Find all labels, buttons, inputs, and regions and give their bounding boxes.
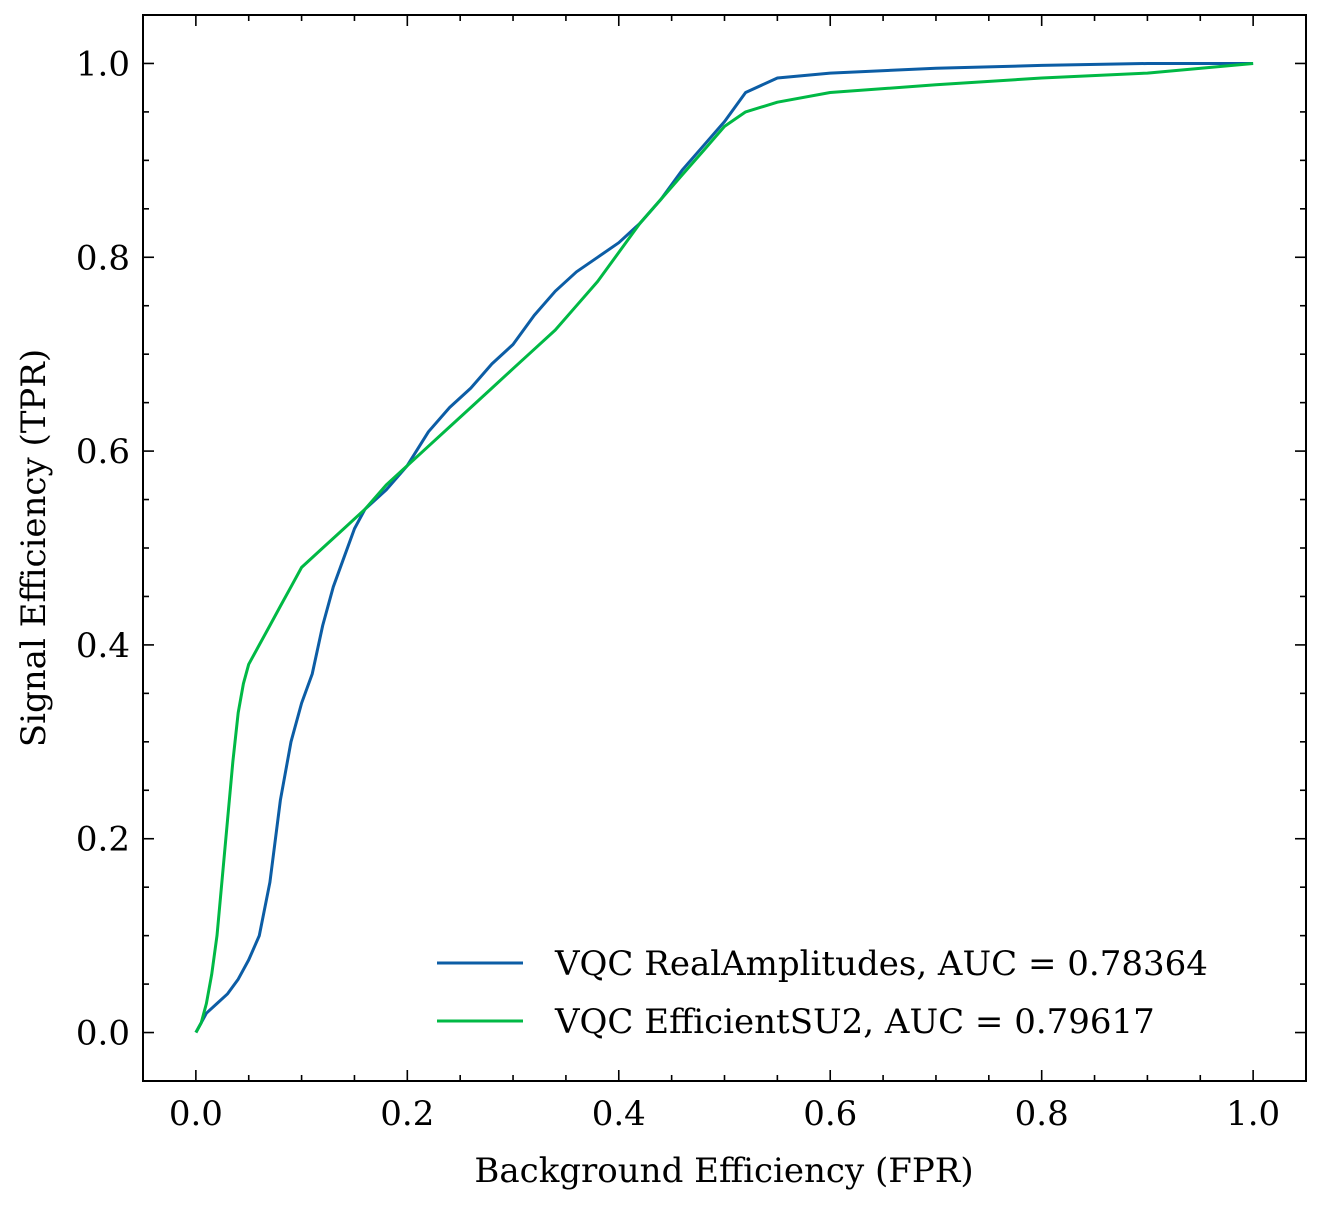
series-layer (194, 62, 1254, 1034)
legend-label-1: VQC RealAmplitudes, AUC = 0.78364 (554, 944, 1208, 984)
y-tick-label: 0.8 (76, 238, 130, 278)
x-tick-label: 0.0 (169, 1094, 223, 1134)
x-tick-label: 0.6 (803, 1094, 857, 1134)
y-tick-label: 0.0 (76, 1014, 130, 1054)
tick-labels: 0.0 0.2 0.4 0.6 0.8 1.0 0.0 0.2 0.4 0.6 0.8 1.0 (76, 44, 1280, 1134)
x-tick-label: 0.2 (380, 1094, 434, 1134)
series-line-1 (194, 62, 1254, 1034)
y-tick-label: 0.6 (76, 432, 130, 472)
legend-label-2: VQC EfficientSU2, AUC = 0.79617 (554, 1002, 1155, 1042)
legend: VQC RealAmplitudes, AUC = 0.78364 VQC Eff… (437, 944, 1208, 1042)
x-tick-label: 0.8 (1015, 1094, 1069, 1134)
plot-frame (142, 14, 1307, 1082)
ticks-layer (143, 15, 1306, 1081)
x-tick-label: 0.4 (592, 1094, 646, 1134)
y-axis-label: Signal Efficiency (TPR) (14, 349, 54, 747)
x-tick-label: 1.0 (1226, 1094, 1280, 1134)
y-tick-label: 0.2 (76, 820, 130, 860)
x-axis-label: Background Efficiency (FPR) (474, 1151, 973, 1191)
series-line-2 (194, 62, 1254, 1034)
y-tick-label: 1.0 (76, 44, 130, 84)
y-tick-label: 0.4 (76, 626, 130, 666)
